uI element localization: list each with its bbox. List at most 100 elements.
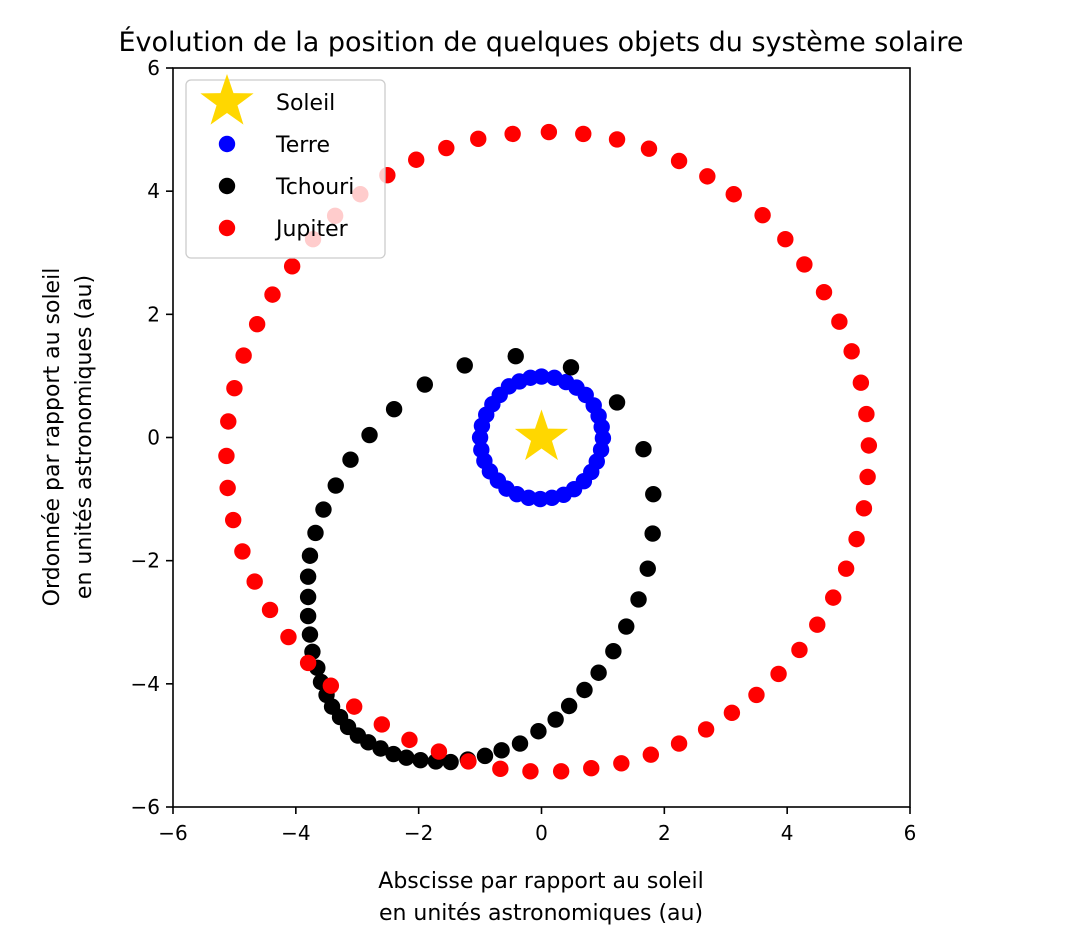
point-jupiter bbox=[575, 125, 592, 143]
point-tchouri bbox=[385, 400, 403, 418]
point-jupiter bbox=[723, 704, 741, 721]
x-tick-label: 6 bbox=[904, 821, 917, 845]
point-tchouri bbox=[493, 742, 510, 759]
point-jupiter bbox=[283, 258, 301, 275]
x-axis-label-line-2: en unités astronomiques (au) bbox=[379, 901, 703, 926]
legend-marker-terre bbox=[218, 135, 236, 153]
y-tick-label: −2 bbox=[131, 549, 160, 573]
point-jupiter bbox=[401, 731, 418, 749]
y-tick-label: 6 bbox=[147, 56, 160, 80]
point-jupiter bbox=[322, 677, 340, 694]
x-tick-label: −4 bbox=[281, 821, 310, 845]
point-tchouri bbox=[360, 734, 377, 751]
series-soleil bbox=[514, 409, 569, 461]
point-jupiter bbox=[640, 140, 658, 157]
point-tchouri bbox=[342, 451, 359, 468]
point-jupiter bbox=[234, 543, 251, 560]
point-terre bbox=[473, 441, 490, 459]
point-jupiter bbox=[280, 628, 297, 646]
point-jupiter bbox=[858, 405, 875, 423]
point-jupiter bbox=[613, 755, 630, 772]
y-axis-label-line-2: en unités astronomiques (au) bbox=[72, 275, 97, 599]
point-jupiter bbox=[220, 413, 237, 430]
point-jupiter bbox=[430, 743, 448, 760]
point-jupiter bbox=[777, 231, 794, 248]
series-terre bbox=[471, 368, 612, 508]
y-axis-ticks: −6 −4 −2 0 2 4 6 bbox=[131, 56, 173, 819]
point-jupiter bbox=[848, 530, 865, 548]
point-tchouri bbox=[442, 753, 459, 771]
point-tchouri bbox=[562, 359, 580, 376]
y-tick-label: 0 bbox=[147, 426, 160, 450]
point-tchouri bbox=[511, 735, 529, 752]
point-jupiter bbox=[470, 130, 487, 148]
point-tchouri bbox=[456, 357, 473, 374]
x-axis-ticks: −6 −4 −2 0 2 4 6 bbox=[158, 807, 916, 845]
x-tick-label: 4 bbox=[781, 821, 794, 845]
point-jupiter bbox=[460, 753, 477, 770]
x-axis-label-line-1: Abscisse par rapport au soleil bbox=[378, 869, 703, 894]
point-tchouri bbox=[645, 485, 662, 503]
point-jupiter bbox=[855, 500, 873, 517]
point-tchouri bbox=[315, 501, 332, 518]
point-jupiter bbox=[264, 286, 281, 303]
point-tchouri bbox=[618, 618, 635, 635]
point-jupiter bbox=[504, 125, 521, 143]
point-jupiter bbox=[522, 763, 539, 780]
legend: Soleil Terre Tchouri Jupiter bbox=[185, 74, 386, 259]
point-jupiter bbox=[226, 380, 243, 397]
point-jupiter bbox=[642, 746, 660, 763]
point-tchouri bbox=[590, 664, 607, 681]
point-jupiter bbox=[754, 206, 771, 224]
legend-box bbox=[185, 79, 386, 259]
point-jupiter bbox=[725, 186, 742, 203]
y-tick-label: −4 bbox=[131, 672, 160, 696]
point-terre bbox=[522, 369, 539, 386]
point-jupiter bbox=[246, 573, 263, 590]
point-jupiter bbox=[791, 641, 808, 659]
point-jupiter bbox=[670, 152, 688, 170]
point-tchouri bbox=[385, 745, 402, 763]
x-tick-label: −6 bbox=[158, 821, 187, 845]
point-tchouri bbox=[412, 751, 429, 769]
point-jupiter bbox=[248, 315, 266, 333]
point-tchouri bbox=[476, 747, 494, 765]
chart-title: Évolution de la position de quelques obj… bbox=[118, 26, 963, 58]
y-axis-label-line-1: Ordonnée par rapport au soleil bbox=[40, 268, 65, 607]
x-tick-label: 0 bbox=[535, 821, 548, 845]
point-jupiter bbox=[345, 698, 363, 715]
point-jupiter bbox=[299, 654, 317, 672]
point-tchouri bbox=[576, 681, 593, 699]
point-jupiter bbox=[540, 123, 558, 141]
point-jupiter bbox=[608, 131, 626, 148]
point-jupiter bbox=[492, 760, 509, 778]
y-tick-label: 4 bbox=[147, 179, 160, 203]
point-jupiter bbox=[218, 447, 235, 465]
x-tick-label: −2 bbox=[404, 821, 433, 845]
legend-label-tchouri: Tchouri bbox=[275, 175, 354, 200]
point-soleil bbox=[514, 409, 569, 461]
point-jupiter bbox=[261, 601, 279, 619]
point-tchouri bbox=[507, 348, 524, 365]
point-jupiter bbox=[825, 589, 842, 606]
point-jupiter bbox=[860, 437, 878, 454]
point-tchouri bbox=[530, 723, 547, 740]
point-jupiter bbox=[837, 560, 855, 577]
point-jupiter bbox=[438, 139, 455, 157]
point-jupiter bbox=[699, 168, 716, 185]
y-tick-label: 2 bbox=[147, 302, 160, 326]
series-tchouri bbox=[299, 348, 662, 771]
point-tchouri bbox=[630, 591, 647, 608]
point-tchouri bbox=[299, 588, 317, 606]
legend-marker-tchouri bbox=[218, 177, 236, 195]
point-jupiter bbox=[235, 347, 252, 364]
point-tchouri bbox=[644, 525, 661, 542]
point-jupiter bbox=[831, 313, 848, 330]
point-tchouri bbox=[327, 477, 344, 494]
x-tick-label: 2 bbox=[658, 821, 671, 845]
legend-label-terre: Terre bbox=[275, 133, 330, 158]
point-jupiter bbox=[859, 468, 876, 486]
point-jupiter bbox=[670, 735, 688, 752]
point-tchouri bbox=[608, 394, 626, 411]
